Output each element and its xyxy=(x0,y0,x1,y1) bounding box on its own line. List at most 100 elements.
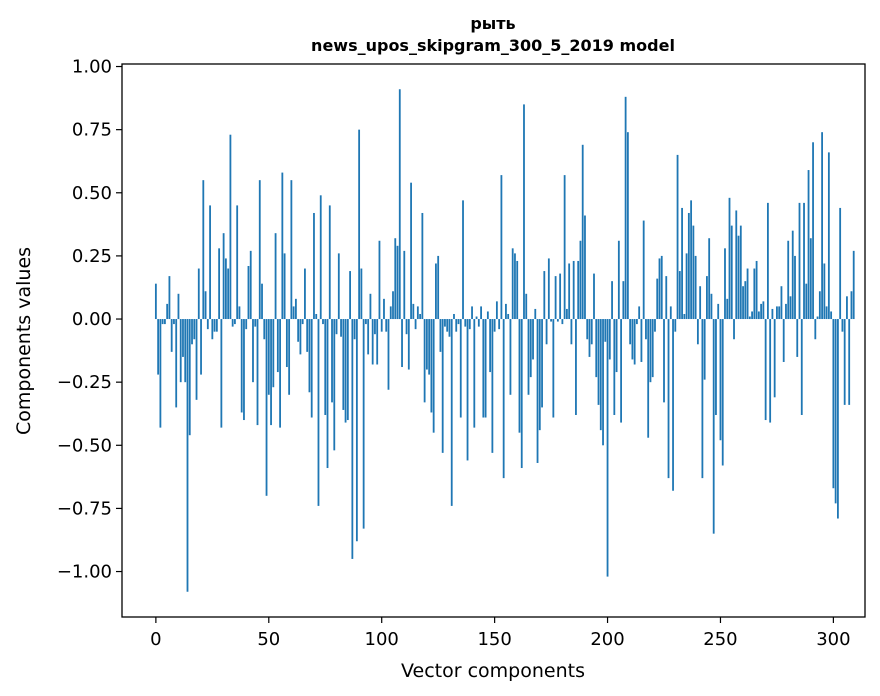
bar xyxy=(209,205,211,320)
bar xyxy=(444,319,446,327)
bar xyxy=(421,212,424,320)
bar xyxy=(184,319,187,383)
bar xyxy=(435,263,437,320)
y-axis-ticks: 1.00 0.75 0.50 0.25 0.00 −0.25 −0.50 −0.75 −1.00 xyxy=(57,57,122,583)
bar xyxy=(545,319,548,345)
bar xyxy=(760,303,763,320)
bar xyxy=(285,319,288,368)
bar xyxy=(328,205,331,320)
bar xyxy=(588,319,591,357)
bar xyxy=(556,319,559,322)
bar xyxy=(581,144,584,320)
bar xyxy=(649,319,652,383)
bar xyxy=(568,263,571,320)
bar xyxy=(263,319,266,340)
bar xyxy=(626,132,629,320)
bar xyxy=(243,319,245,421)
bar xyxy=(715,319,717,415)
bar xyxy=(678,271,681,320)
bar xyxy=(346,319,349,421)
bar xyxy=(367,319,370,355)
bar xyxy=(640,319,643,362)
bar xyxy=(803,202,805,320)
bar xyxy=(706,276,708,320)
chart-title: рыть xyxy=(470,14,515,33)
bar xyxy=(832,319,835,489)
bar xyxy=(572,260,575,320)
bar xyxy=(164,319,166,325)
bar xyxy=(613,319,616,415)
bar xyxy=(669,306,672,320)
bar xyxy=(701,319,704,479)
bar xyxy=(471,306,473,320)
bar xyxy=(543,271,546,320)
bar xyxy=(692,225,695,320)
bar xyxy=(317,319,320,506)
bar xyxy=(565,308,568,320)
bar xyxy=(234,319,236,325)
bar xyxy=(387,319,390,390)
bar xyxy=(769,319,772,423)
bar xyxy=(310,319,313,418)
bar xyxy=(353,319,356,340)
bar xyxy=(430,319,433,413)
bar xyxy=(200,319,202,375)
bar xyxy=(453,313,455,320)
bar xyxy=(514,253,516,320)
bar xyxy=(193,319,196,340)
bar xyxy=(475,316,478,320)
bar xyxy=(841,319,844,332)
bar xyxy=(322,319,324,325)
bar xyxy=(432,319,435,433)
bar xyxy=(536,319,539,463)
y-tick-label: 0.00 xyxy=(72,309,112,330)
bar xyxy=(818,291,821,320)
bar xyxy=(694,255,697,320)
bar xyxy=(554,276,557,320)
bar xyxy=(157,319,160,375)
bar xyxy=(301,319,304,325)
bar xyxy=(660,255,663,320)
bar xyxy=(297,319,300,342)
bar xyxy=(796,319,799,357)
bar xyxy=(563,175,566,320)
bar xyxy=(154,283,157,320)
bar xyxy=(647,319,650,438)
bar xyxy=(663,319,665,403)
bar xyxy=(622,281,625,320)
bar xyxy=(195,319,198,400)
bar xyxy=(550,319,552,322)
bar xyxy=(218,248,221,320)
bar xyxy=(577,260,580,320)
bar xyxy=(787,240,790,320)
x-axis-label: Vector components xyxy=(401,660,585,682)
bar xyxy=(231,319,234,327)
bar xyxy=(850,291,853,320)
bar xyxy=(206,319,209,330)
bar xyxy=(258,180,261,320)
bar xyxy=(505,303,507,320)
bar xyxy=(294,298,297,320)
bar xyxy=(240,319,243,413)
bar xyxy=(288,319,291,395)
bar xyxy=(753,268,756,320)
bar xyxy=(717,303,720,320)
bar xyxy=(599,319,602,431)
bar xyxy=(365,319,367,325)
bar xyxy=(812,142,814,320)
bar xyxy=(326,319,329,469)
bar xyxy=(351,319,354,559)
plot-frame xyxy=(121,63,866,618)
bar xyxy=(446,319,449,332)
bar xyxy=(477,319,480,327)
bar xyxy=(611,281,613,320)
bar xyxy=(455,319,458,332)
bar xyxy=(685,253,688,320)
bar xyxy=(398,89,401,320)
bar xyxy=(279,319,281,428)
bar xyxy=(809,238,812,320)
bar xyxy=(724,248,726,320)
bar xyxy=(380,319,383,332)
bar xyxy=(642,220,645,320)
bar xyxy=(374,319,376,335)
